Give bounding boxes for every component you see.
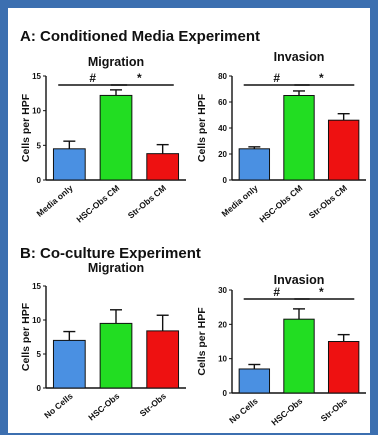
y-axis-label: Cells per HPF — [20, 302, 32, 371]
y-tick-label: 0 — [223, 389, 228, 398]
y-tick-label: 20 — [218, 320, 227, 329]
y-tick-label: 20 — [218, 150, 227, 159]
bar — [99, 94, 133, 181]
chart-title: Migration — [88, 261, 144, 275]
significance-marker: * — [137, 71, 142, 85]
bar — [146, 153, 180, 181]
bar — [146, 330, 180, 389]
category-label: HSC-Obs — [86, 391, 121, 423]
bar — [283, 318, 315, 394]
category-label: Str-Obs CM — [307, 183, 349, 221]
y-tick-label: 0 — [37, 384, 42, 393]
y-axis-label: Cells per HPF — [196, 93, 208, 162]
bar — [52, 148, 86, 181]
category-label: No Cells — [227, 396, 260, 426]
significance-marker: * — [319, 71, 324, 85]
category-label: Str-Obs — [319, 396, 350, 424]
y-tick-label: 30 — [218, 286, 227, 295]
y-tick-label: 40 — [218, 124, 227, 133]
y-tick-label: 0 — [223, 176, 228, 185]
y-tick-label: 15 — [32, 72, 41, 81]
category-label: No Cells — [42, 391, 75, 421]
y-tick-label: 10 — [218, 355, 227, 364]
bar — [52, 339, 86, 389]
y-axis-label: Cells per HPF — [196, 307, 208, 376]
y-axis-label: Cells per HPF — [20, 93, 32, 162]
figure-panel: A: Conditioned Media Experiment B: Co-cu… — [8, 8, 370, 433]
bar — [238, 368, 271, 394]
category-label: Str-Obs CM — [126, 183, 168, 221]
significance-marker: * — [319, 285, 324, 299]
section-a-title: A: Conditioned Media Experiment — [20, 28, 261, 45]
category-label: HSC-Obs — [269, 396, 304, 428]
significance-marker: # — [273, 71, 280, 85]
y-tick-label: 5 — [37, 141, 42, 150]
category-label: Media only — [35, 183, 75, 219]
y-tick-label: 10 — [32, 107, 41, 116]
significance-marker: # — [89, 71, 96, 85]
category-label: HSC-Obs CM — [74, 183, 121, 225]
bar — [99, 322, 133, 389]
chart-title: Migration — [88, 55, 144, 69]
y-tick-label: 0 — [37, 176, 42, 185]
bar — [283, 95, 315, 181]
y-tick-label: 10 — [32, 316, 41, 325]
bar — [327, 119, 360, 181]
chart-title: Invasion — [274, 273, 325, 287]
significance-marker: # — [273, 285, 280, 299]
y-tick-label: 5 — [37, 350, 42, 359]
category-label: HSC-Obs CM — [257, 183, 304, 225]
bar — [327, 341, 360, 394]
category-label: Media only — [220, 183, 260, 219]
bar — [238, 148, 271, 181]
y-tick-label: 15 — [32, 282, 41, 291]
section-b-title: B: Co-culture Experiment — [20, 245, 201, 262]
chart-title: Invasion — [274, 50, 325, 64]
category-label: Str-Obs — [138, 391, 169, 419]
y-tick-label: 60 — [218, 98, 227, 107]
y-tick-label: 80 — [218, 72, 227, 81]
